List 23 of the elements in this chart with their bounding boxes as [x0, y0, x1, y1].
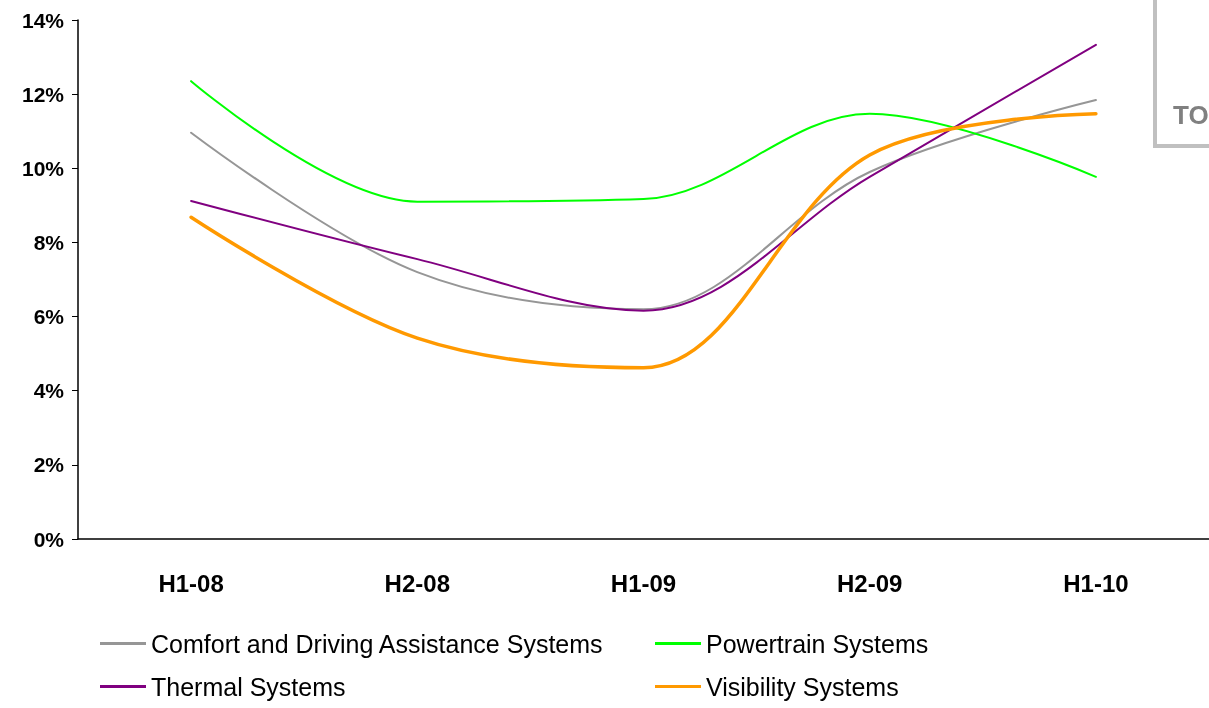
- x-tick-label: H2-08: [384, 569, 450, 597]
- y-tick-label: 8%: [33, 230, 65, 254]
- y-tick-label: 14%: [21, 8, 65, 32]
- line-series: [190, 43, 1097, 312]
- x-tick-label: H1-09: [610, 569, 677, 597]
- line-series: [189, 112, 1098, 370]
- legend-label: Comfort and Driving Assistance Systems: [151, 629, 603, 658]
- y-tick-label: 2%: [33, 453, 65, 477]
- y-tick-label: 6%: [33, 305, 65, 329]
- legend-label: Thermal Systems: [151, 672, 346, 701]
- x-tick-label: H1-08: [158, 569, 224, 597]
- annotation: TO: [1173, 100, 1209, 131]
- line-series: [190, 99, 1097, 311]
- x-tick-label: H1-10: [1063, 569, 1129, 597]
- y-tick-label: 4%: [33, 379, 65, 403]
- x-tick-label: H2-09: [837, 569, 903, 597]
- line-series: [190, 80, 1097, 203]
- y-tick-label: 12%: [21, 82, 65, 106]
- text-box: TO: [1153, 0, 1209, 148]
- y-tick-label: 0%: [33, 527, 65, 551]
- legend-label: Powertrain Systems: [706, 629, 929, 658]
- legend-label: Visibility Systems: [706, 672, 899, 701]
- y-tick-label: 10%: [21, 156, 65, 180]
